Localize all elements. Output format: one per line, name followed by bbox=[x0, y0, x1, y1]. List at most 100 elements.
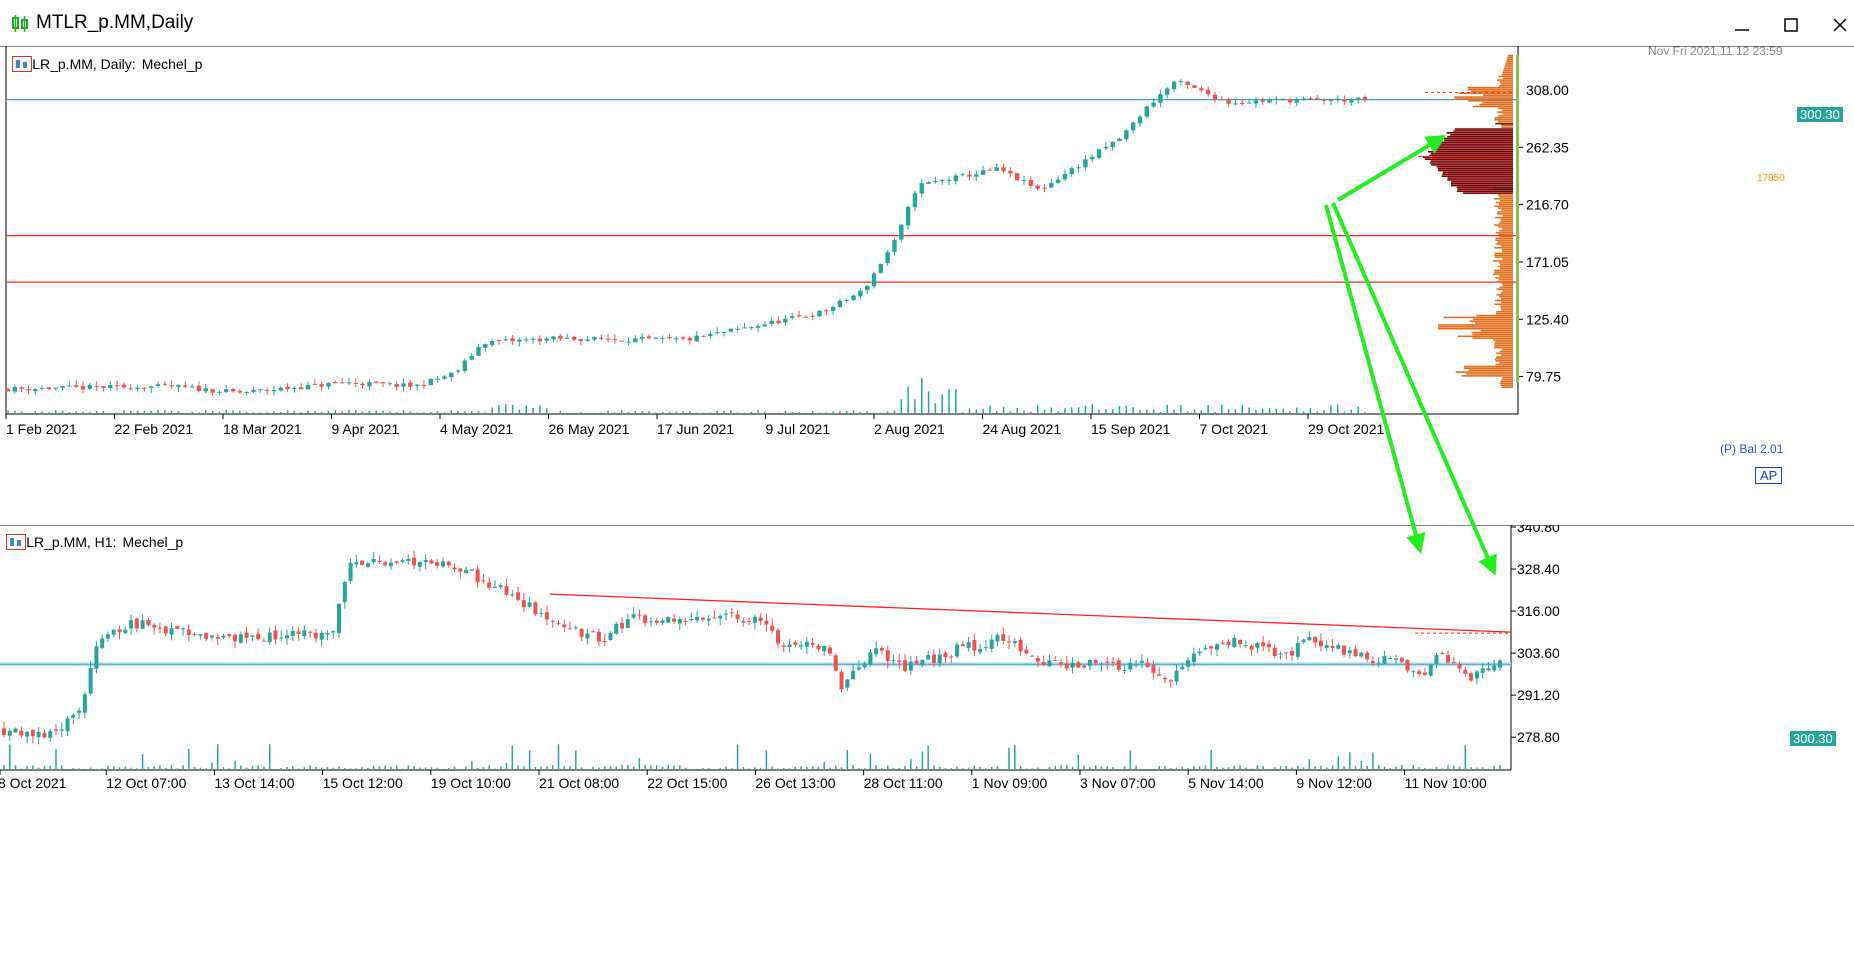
hourly-chart-pane[interactable]: 340.80 328.40 316.00 303.60 291.20 278.80 8 Oc… bbox=[0, 525, 1854, 955]
daily-candle-body bbox=[762, 324, 768, 327]
volume-profile-bar bbox=[1496, 231, 1513, 234]
volume-profile-bar bbox=[1443, 316, 1513, 319]
hourly-candle-body bbox=[1012, 641, 1017, 644]
hourly-symbol-label: MTLR_p.MM, H1: bbox=[6, 534, 117, 550]
hourly-candle-body bbox=[937, 654, 942, 664]
volume-profile-bar bbox=[1508, 54, 1513, 57]
daily-x-tick-label: 9 Apr 2021 bbox=[332, 421, 400, 437]
hourly-candle-body bbox=[591, 631, 596, 633]
hourly-candle-body bbox=[423, 559, 428, 563]
volume-profile-bar bbox=[1497, 111, 1513, 113]
daily-candle-body bbox=[1335, 98, 1340, 100]
hourly-candle-body bbox=[1059, 662, 1064, 665]
maximize-icon bbox=[1784, 18, 1798, 32]
daily-candle-body bbox=[742, 327, 747, 329]
volume-profile-bar bbox=[1495, 243, 1513, 245]
hourly-candle-body bbox=[955, 644, 960, 657]
volume-profile-bar bbox=[1482, 94, 1513, 96]
volume-profile-bar bbox=[1457, 188, 1513, 191]
hourly-candle-body bbox=[273, 630, 278, 640]
daily-chart-pane[interactable]: 79.75 125.40 171.05 216.70 262.35 308.00 1 Feb… bbox=[0, 44, 1854, 525]
volume-profile-bar bbox=[1502, 113, 1513, 115]
hourly-candle-body bbox=[123, 629, 128, 634]
daily-candle-body bbox=[796, 315, 802, 317]
daily-candle-body bbox=[974, 174, 979, 177]
daily-candle-body bbox=[824, 310, 829, 312]
daily-candle-body bbox=[1158, 94, 1163, 103]
hourly-x-tick-label: 15 Oct 12:00 bbox=[323, 775, 403, 791]
hourly-candle-body bbox=[804, 641, 809, 647]
volume-profile-bar bbox=[1499, 84, 1513, 87]
volume-profile-bar bbox=[1497, 115, 1513, 117]
hourly-chart-canvas[interactable]: 340.80 328.40 316.00 303.60 291.20 278.80 8 Oc… bbox=[0, 525, 1854, 955]
volume-profile-bar bbox=[1499, 350, 1513, 353]
hourly-candle-body bbox=[1295, 643, 1300, 657]
hourly-candle-body bbox=[388, 562, 393, 567]
daily-candle-body bbox=[394, 384, 399, 387]
volume-profile-bar bbox=[1502, 290, 1513, 292]
maximize-button[interactable] bbox=[1774, 10, 1808, 40]
volume-profile bbox=[1418, 54, 1519, 388]
daily-candle-body bbox=[264, 389, 270, 391]
daily-candle-body bbox=[1294, 99, 1300, 103]
daily-candle-body bbox=[128, 388, 133, 390]
hourly-candle-body bbox=[1463, 669, 1468, 674]
hourly-candle-body bbox=[71, 714, 76, 718]
hourly-candle-body bbox=[677, 619, 682, 624]
hourly-candle-body bbox=[1116, 660, 1121, 670]
ap-button[interactable]: AP bbox=[1755, 467, 1783, 484]
hourly-y-tick-label: 303.60 bbox=[1517, 645, 1560, 661]
hourly-y-tick-label: 340.80 bbox=[1517, 525, 1560, 535]
daily-candle-body bbox=[1021, 179, 1027, 181]
hourly-candle-body bbox=[533, 602, 538, 615]
daily-candle-body bbox=[755, 326, 761, 328]
daily-candle-body bbox=[653, 337, 659, 339]
hourly-candle-body bbox=[1324, 645, 1329, 648]
daily-chart-canvas[interactable]: 79.75 125.40 171.05 216.70 262.35 308.00 1 Feb… bbox=[0, 46, 1854, 525]
hourly-candle-body bbox=[706, 618, 711, 621]
volume-profile-bar bbox=[1502, 77, 1513, 79]
hourly-candle-body bbox=[1405, 660, 1410, 671]
hourly-candle-body bbox=[446, 561, 451, 566]
hourly-candle-body bbox=[233, 634, 238, 642]
volume-profile-bar bbox=[1454, 96, 1513, 98]
daily-candle-body bbox=[258, 389, 263, 391]
hourly-candle-body bbox=[469, 569, 474, 571]
volume-profile-bar bbox=[1494, 246, 1513, 249]
hourly-candle-body bbox=[544, 612, 549, 620]
hourly-candle-body bbox=[521, 600, 526, 608]
volume-profile-bar bbox=[1498, 262, 1513, 264]
daily-candle-body bbox=[694, 335, 699, 342]
minimize-button[interactable] bbox=[1725, 10, 1759, 40]
volume-profile-bar bbox=[1502, 214, 1513, 217]
indicator-icon bbox=[12, 56, 32, 72]
hourly-candle-body bbox=[1261, 642, 1266, 647]
hourly-candle-body bbox=[1157, 674, 1162, 676]
daily-candle-body bbox=[135, 387, 140, 390]
daily-y-tick-label: 216.70 bbox=[1526, 197, 1569, 213]
hourly-candle-body bbox=[42, 732, 47, 738]
volume-profile-bar bbox=[1496, 294, 1513, 296]
volume-profile-bar bbox=[1431, 164, 1513, 166]
daily-candle-body bbox=[203, 388, 208, 392]
hourly-candle-body bbox=[897, 660, 902, 662]
hourly-candle-body bbox=[290, 630, 295, 636]
hourly-candle-body bbox=[458, 568, 463, 572]
daily-candle-body bbox=[619, 340, 624, 342]
close-button[interactable] bbox=[1823, 10, 1854, 40]
daily-candle-body bbox=[1219, 99, 1224, 101]
hourly-candle-body bbox=[256, 633, 261, 639]
hourly-candle-body bbox=[1376, 662, 1381, 664]
hourly-candle-body bbox=[279, 637, 284, 639]
volume-profile-bar bbox=[1495, 237, 1513, 240]
hourly-candle-body bbox=[978, 649, 983, 653]
daily-candle-body bbox=[1226, 100, 1231, 104]
daily-candle-body bbox=[292, 387, 297, 390]
hourly-candle-body bbox=[539, 612, 544, 614]
daily-candle-body bbox=[326, 383, 331, 387]
daily-candle-body bbox=[1083, 159, 1088, 168]
daily-candle-body bbox=[5, 388, 11, 392]
hourly-candle-body bbox=[903, 660, 908, 671]
daily-candle-body bbox=[435, 378, 440, 380]
hourly-candle-body bbox=[365, 563, 370, 567]
